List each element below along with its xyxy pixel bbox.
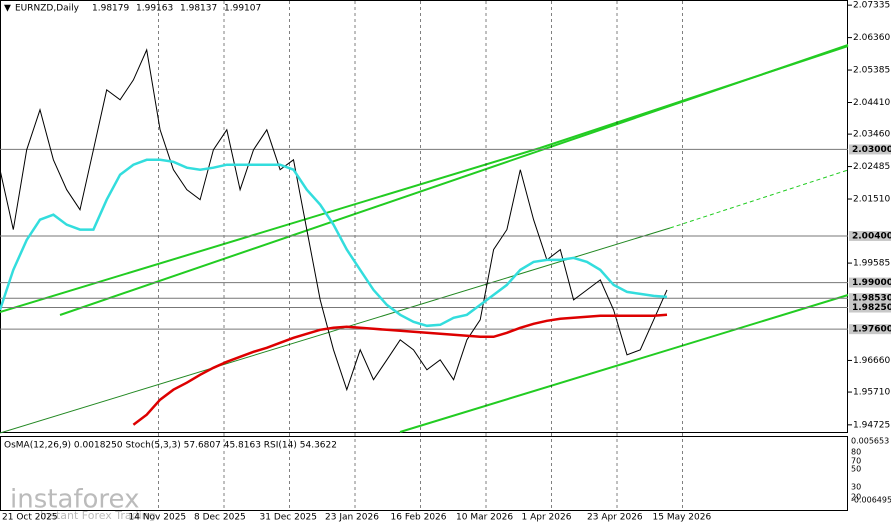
level-label-box bbox=[849, 144, 891, 155]
y-tick-label: 1.96660 bbox=[853, 356, 890, 366]
level-label: 2.03000 bbox=[852, 145, 891, 155]
level-label-box bbox=[849, 293, 891, 304]
indicator-axis-label: 80 bbox=[851, 448, 861, 457]
trend-line bbox=[539, 45, 849, 149]
y-tick-label: 2.07335 bbox=[853, 1, 890, 11]
y-tick-label: 2.02485 bbox=[853, 162, 890, 172]
watermark-brand: instaforex bbox=[10, 485, 139, 515]
y-tick-label: 2.05385 bbox=[853, 66, 890, 76]
level-label: 2.00400 bbox=[852, 231, 891, 241]
y-tick-label: 2.06360 bbox=[853, 33, 890, 43]
level-label: 1.97600 bbox=[852, 325, 891, 335]
x-tick-label: 15 May 2026 bbox=[653, 513, 712, 523]
x-tick-label: 1 Apr 2026 bbox=[522, 513, 572, 523]
y-tick-label: 1.94725 bbox=[853, 420, 890, 430]
y-tick-label: 2.01510 bbox=[853, 195, 890, 205]
y-tick-label: 1.95710 bbox=[853, 388, 890, 398]
level-label: 1.98250 bbox=[852, 303, 891, 313]
header-arrow: ▼ bbox=[4, 4, 11, 14]
level-label: 1.98530 bbox=[852, 294, 891, 304]
trend-line bbox=[0, 147, 541, 313]
indicator-title: OsMA(12,26,9) 0.0018250 Stoch(5,3,3) 57.… bbox=[4, 441, 337, 451]
x-tick-label: 31 Dec 2025 bbox=[260, 513, 318, 523]
y-tick-label: 1.99585 bbox=[853, 259, 890, 269]
watermark-tagline: Instant Forex Trading bbox=[40, 509, 156, 522]
level-label-box bbox=[849, 230, 891, 241]
ohlc-value: 1.99163 bbox=[136, 4, 173, 14]
indicator-axis-label: 50 bbox=[851, 465, 861, 474]
ohlc-value: 1.99107 bbox=[224, 4, 261, 14]
level-label-box bbox=[849, 324, 891, 335]
trend-line bbox=[0, 227, 671, 434]
level-label: 1.99000 bbox=[852, 278, 891, 288]
indicator-frame bbox=[0, 436, 848, 511]
x-tick-label: 10 Mar 2026 bbox=[456, 513, 513, 523]
x-tick-label: 23 Jan 2026 bbox=[325, 513, 379, 523]
trend-line bbox=[399, 294, 849, 433]
ohlc-value: 1.98137 bbox=[180, 4, 217, 14]
plot-frame bbox=[0, 0, 848, 433]
y-tick-label: 2.03460 bbox=[853, 130, 890, 140]
series-line bbox=[132, 313, 668, 426]
symbol: EURNZD,Daily bbox=[15, 4, 80, 14]
indicator-axis-label: 20 bbox=[851, 493, 861, 502]
x-tick-label: 8 Dec 2025 bbox=[194, 513, 246, 523]
x-tick-label: 21 Oct 2025 bbox=[2, 513, 58, 523]
y-tick-label: 2.04410 bbox=[853, 98, 890, 108]
indicator-axis-label: 30 bbox=[851, 483, 861, 492]
series-line bbox=[0, 158, 668, 328]
level-label-box bbox=[849, 302, 891, 313]
indicator-axis-label: -0.006495 bbox=[851, 496, 891, 505]
x-tick-label: 16 Feb 2026 bbox=[391, 513, 447, 523]
indicator-axis-label: 70 bbox=[851, 457, 861, 466]
trend-line bbox=[669, 169, 849, 229]
x-tick-label: 14 Nov 2025 bbox=[129, 513, 187, 523]
x-tick-label: 23 Apr 2026 bbox=[587, 513, 643, 523]
indicator-axis-label: 0.005653 bbox=[851, 437, 889, 446]
level-label-box bbox=[849, 277, 891, 288]
ohlc-value: 1.98179 bbox=[92, 4, 129, 14]
series-line bbox=[0, 48, 668, 392]
